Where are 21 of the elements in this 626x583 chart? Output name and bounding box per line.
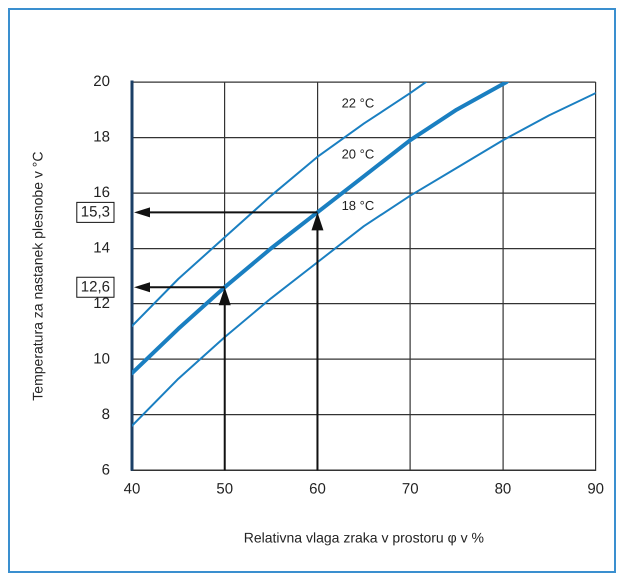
y-tick-label: 12,6: [80, 278, 110, 296]
y-tick-label: 8: [102, 406, 110, 423]
y-tick-label: 14: [93, 240, 110, 257]
series-label: 22 °C: [342, 96, 374, 111]
series-label: 18 °C: [342, 198, 374, 214]
y-axis-title: Temperatura za nastanek plesnobe v °C: [29, 152, 46, 401]
x-tick-label: 40: [124, 480, 140, 498]
x-axis-title: Relativna vlaga zraka v prostoru φ v %: [244, 529, 484, 546]
x-tick-label: 50: [216, 480, 234, 498]
y-tick-label: 6: [102, 461, 110, 478]
x-tick-label: 90: [587, 480, 604, 498]
x-tick-label: 60: [309, 480, 326, 498]
y-tick-label: 20: [93, 73, 110, 90]
y-tick-label: 16: [93, 184, 110, 202]
y-tick-label: 15,3: [80, 203, 110, 220]
x-tick-label: 70: [402, 480, 419, 498]
y-tick-label: 12: [93, 294, 110, 312]
x-tick-label: 80: [494, 480, 512, 498]
series-label: 20 °C: [342, 146, 374, 162]
y-tick-label: 18: [93, 128, 110, 146]
y-tick-label: 10: [93, 350, 110, 368]
